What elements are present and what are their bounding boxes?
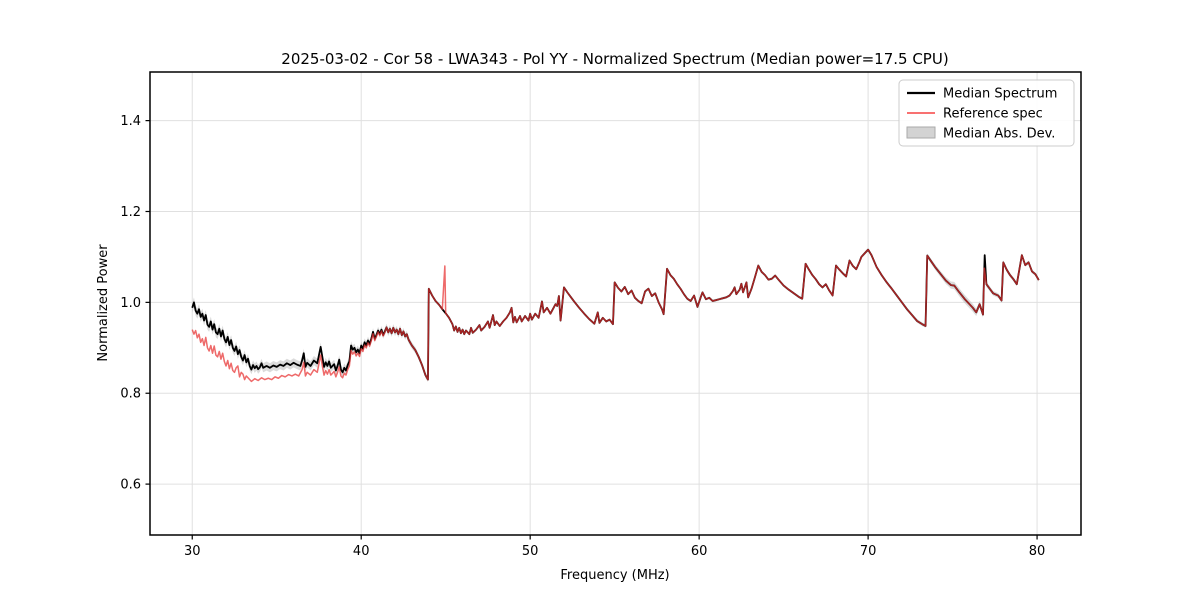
- chart-title: 2025-03-02 - Cor 58 - LWA343 - Pol YY - …: [281, 50, 948, 68]
- y-axis-label: Normalized Power: [96, 244, 111, 362]
- x-tick-label: 70: [860, 544, 877, 559]
- y-tick-label: 1.2: [120, 205, 141, 220]
- legend-label-mad: Median Abs. Dev.: [943, 127, 1055, 142]
- x-tick-label: 50: [522, 544, 539, 559]
- mad-band: [192, 247, 1039, 382]
- legend-label-median: Median Spectrum: [943, 87, 1057, 102]
- legend-box: Median Spectrum Reference spec Median Ab…: [898, 79, 1075, 147]
- x-tick-label: 30: [184, 544, 201, 559]
- y-tick-label: 1.0: [120, 296, 141, 311]
- legend-patch-mad: [906, 126, 936, 139]
- legend-label-reference: Reference spec: [943, 107, 1043, 122]
- axis-ticks: 30 40 50 60 70 80 0.6 0.8 1.0 1.2 1.4: [120, 114, 1045, 559]
- y-tick-label: 1.4: [120, 114, 141, 129]
- y-tick-label: 0.8: [120, 387, 141, 402]
- axes-border: [149, 71, 1082, 536]
- plot-series: [191, 247, 1040, 383]
- legend-frame: [898, 79, 1075, 147]
- y-tick-label: 0.6: [120, 478, 141, 493]
- x-tick-label: 40: [353, 544, 370, 559]
- x-tick-label: 80: [1029, 544, 1046, 559]
- reference-spec-line: [191, 248, 1040, 383]
- x-axis-label: Frequency (MHz): [560, 568, 669, 583]
- x-tick-label: 60: [691, 544, 708, 559]
